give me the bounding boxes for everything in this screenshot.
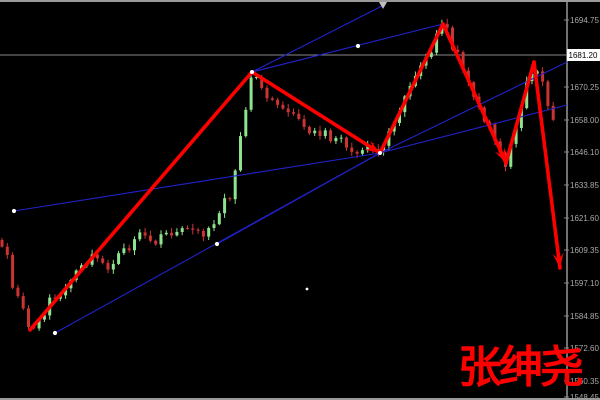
svg-text:1597.10: 1597.10 <box>570 279 599 288</box>
svg-text:1681.20: 1681.20 <box>569 51 598 60</box>
svg-text:1633.85: 1633.85 <box>570 181 599 190</box>
svg-text:1609.35: 1609.35 <box>570 246 599 255</box>
svg-text:1646.10: 1646.10 <box>570 148 599 157</box>
svg-text:1584.85: 1584.85 <box>570 312 599 321</box>
svg-text:张绅尧: 张绅尧 <box>458 343 583 392</box>
svg-text:1621.60: 1621.60 <box>570 214 599 223</box>
svg-text:1670.25: 1670.25 <box>570 83 599 92</box>
svg-text:1658.00: 1658.00 <box>570 116 599 125</box>
svg-text:1694.75: 1694.75 <box>570 16 599 25</box>
